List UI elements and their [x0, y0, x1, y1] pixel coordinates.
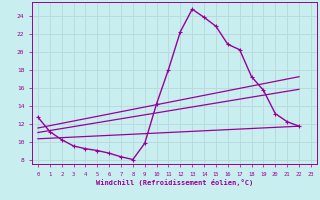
X-axis label: Windchill (Refroidissement éolien,°C): Windchill (Refroidissement éolien,°C)	[96, 179, 253, 186]
